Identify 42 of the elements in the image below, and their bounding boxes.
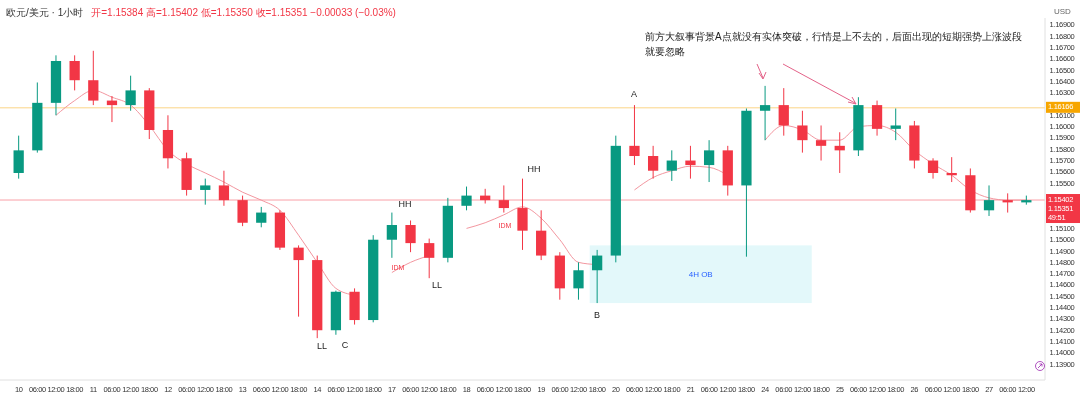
annotation: HH [527, 164, 541, 174]
chart-title: 欧元/美元 · 1小时 [6, 7, 84, 18]
candlestick [797, 110, 808, 154]
candlestick [983, 184, 995, 217]
annotation: HH [398, 199, 412, 209]
candlestick [13, 135, 24, 180]
candlestick [200, 178, 211, 206]
candlestick [890, 108, 901, 141]
y-axis-title: USD [1054, 7, 1072, 16]
candlestick [69, 54, 80, 91]
annotation: LL [316, 341, 328, 351]
candlestick [237, 195, 248, 227]
candlestick [629, 104, 640, 166]
candlestick [927, 157, 939, 180]
annotation: LL [431, 280, 443, 290]
candlestick [685, 145, 696, 180]
candlestick [498, 184, 509, 214]
candlestick [405, 219, 416, 253]
candlestick [871, 100, 883, 137]
candlestick [218, 170, 230, 207]
candlestick [256, 206, 267, 228]
candlestick [703, 139, 715, 183]
candlestick [125, 75, 136, 112]
band-label: 4H OB [688, 270, 713, 280]
candlestick [815, 124, 827, 162]
annotation: 前方大叙事背景A点就没有实体突破，行情是上不去的，后面出现的短期强势上涨波段就要忽略 [645, 31, 1022, 57]
candlestick [778, 87, 789, 137]
annotation: B [593, 310, 601, 320]
candlestick [592, 249, 603, 304]
annotation: C [341, 340, 349, 350]
candlestick [666, 149, 677, 182]
candlestick [573, 261, 584, 301]
candlestick [517, 178, 528, 251]
candlestick [759, 85, 771, 141]
candlestick [293, 244, 304, 318]
annotation: A [630, 89, 638, 99]
candlestick [386, 212, 398, 259]
candlestick [424, 238, 435, 279]
candlestick [461, 186, 472, 211]
candlestick [647, 145, 659, 180]
chart-subtitle: 开=1.15384 高=1.15402 低=1.15350 收=1.15351 −0.00033 (−0.03%) [91, 7, 396, 18]
candlestick [88, 50, 99, 106]
